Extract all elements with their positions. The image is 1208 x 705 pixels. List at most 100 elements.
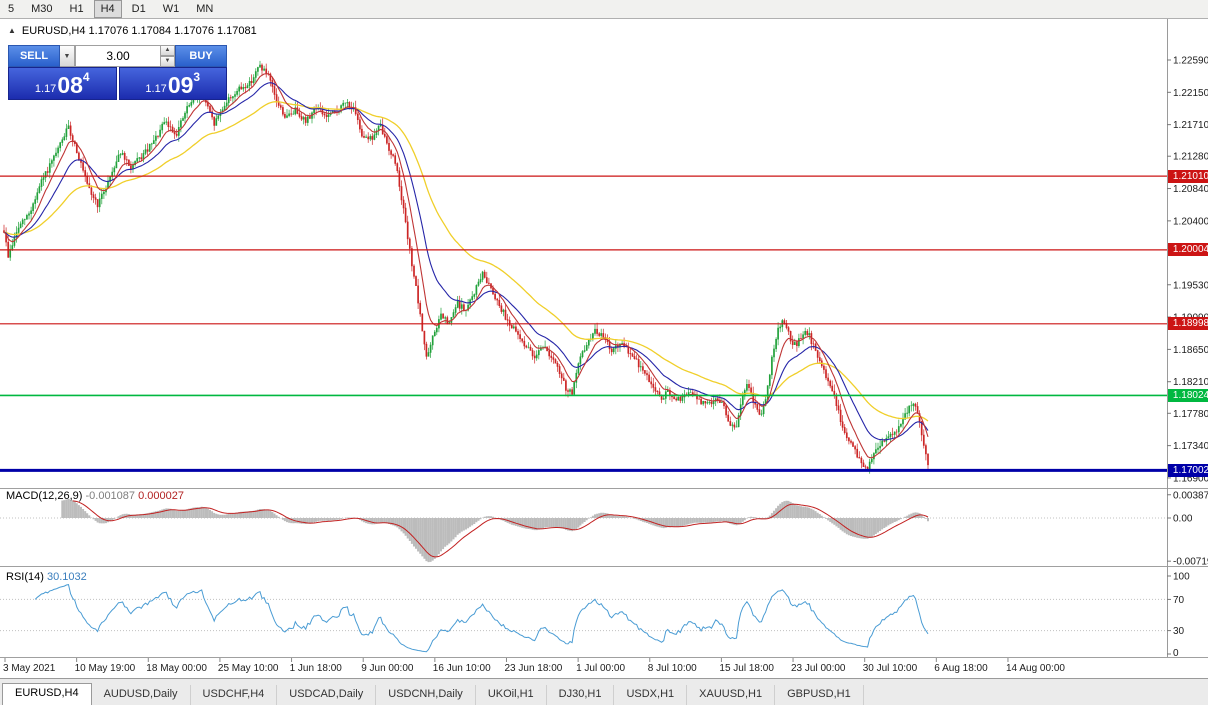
time-axis-label: 1 Jun 18:00 [290,663,343,674]
timeframe-button-5[interactable]: 5 [1,0,21,18]
macd-signal-value: 0.000027 [138,490,184,502]
timeframe-button-m30[interactable]: M30 [24,0,59,18]
time-axis-label: 1 Jul 00:00 [576,663,625,674]
one-click-top-row: SELL ▼ ▲ ▼ BUY [8,45,227,67]
chart-tab-audusd-daily[interactable]: AUDUSD,Daily [92,685,191,705]
down-candle-wicks [3,63,929,471]
volume-spinner: ▲ ▼ [160,45,175,67]
price-level-badge-1.17002: 1.17002 [1168,463,1208,477]
timeframe-button-d1[interactable]: D1 [125,0,153,18]
time-axis-label: 30 Jul 10:00 [863,663,918,674]
chart-tab-gbpusd-h1[interactable]: GBPUSD,H1 [775,685,864,705]
up-candle-wicks [9,60,914,474]
price-axis-label: 1.18650 [1173,345,1208,356]
sell-price-display[interactable]: 1.17 08 4 [8,67,117,100]
rsi-value: 30.1032 [46,571,87,583]
rsi-axis-label: 70 [1173,595,1185,606]
volume-increase-button[interactable]: ▲ [160,45,175,56]
timeframe-button-mn[interactable]: MN [189,0,220,18]
time-axis-label: 25 May 10:00 [218,663,279,674]
sell-price-pipette: 4 [82,70,90,84]
price-level-badge-1.20004: 1.20004 [1168,243,1208,257]
chart-tab-usdcad-daily[interactable]: USDCAD,Daily [277,685,377,705]
macd-histogram [61,499,929,563]
timeframe-toolbar: 5 M30 H1 H4 D1 W1 MN [0,0,1208,19]
price-level-badge-1.18024: 1.18024 [1168,388,1208,402]
sell-button[interactable]: SELL [8,45,60,67]
chart-ohlc-line: ▲ EURUSD,H4 1.17076 1.17084 1.17076 1.170… [8,25,257,37]
ma-22-line [3,82,929,441]
chart-tab-ukoil-h1[interactable]: UKOil,H1 [476,685,547,705]
sell-price-big: 08 [57,72,83,98]
macd-main-value: -0.001087 [85,490,136,502]
time-axis-label: 15 Jul 18:00 [719,663,774,674]
chart-tab-xauusd-h1[interactable]: XAUUSD,H1 [687,685,776,705]
ma-55-line [3,101,929,422]
candlestick-series [3,60,929,474]
macd-panel [61,499,929,563]
time-axis-label: 16 Jun 10:00 [433,663,491,674]
time-axis-label: 10 May 19:00 [75,663,136,674]
ma-9-line [3,73,929,459]
time-axis-label: 6 Aug 18:00 [934,663,988,674]
buy-price-display[interactable]: 1.17 09 3 [118,67,227,100]
macd-axis-label: -0.007195 [1173,557,1208,568]
chart-tab-usdx-h1[interactable]: USDX,H1 [614,685,688,705]
price-axis-label: 1.21710 [1173,120,1208,131]
timeframe-button-h1[interactable]: H1 [63,0,91,18]
volume-dropdown-button[interactable]: ▼ [60,45,75,67]
horizontal-level-lines [0,175,1167,472]
time-axis-label: 23 Jun 18:00 [505,663,563,674]
time-axis-label: 23 Jul 00:00 [791,663,846,674]
chart-tab-dj30-h1[interactable]: DJ30,H1 [547,685,615,705]
rsi-axis-label: 30 [1173,626,1185,637]
chart-window: 1.22590 1.22150 1.21710 1.21280 1.20840 1.204… [0,19,1208,678]
buy-price-big: 09 [167,72,194,98]
collapse-panel-icon[interactable]: ▲ [8,26,16,35]
price-axis-label: 1.20840 [1173,184,1208,195]
price-axis: 1.22590 1.22150 1.21710 1.21280 1.20840 1.204… [1167,19,1208,659]
volume-decrease-button[interactable]: ▼ [160,56,175,67]
up-candle-bodies [9,64,915,471]
timeframe-button-h4[interactable]: H4 [93,0,122,18]
time-axis-label: 3 May 2021 [3,663,56,674]
rsi-name: RSI(14) [6,571,44,583]
down-candle-bodies [3,64,929,471]
price-level-badge-1.18998: 1.18998 [1168,317,1208,331]
rsi-indicator-label: RSI(14) 30.1032 [6,571,87,583]
chart-tabs-bar: EURUSD,H4 AUDUSD,Daily USDCHF,H4 USDCAD,Dai… [0,678,1208,705]
time-axis: 3 May 2021 10 May 19:00 18 May 00:00 25 May… [3,658,1065,674]
rsi-axis-label: 100 [1173,572,1190,583]
chart-tab-usdchf-h4[interactable]: USDCHF,H4 [191,685,278,705]
time-axis-label: 8 Jul 10:00 [648,663,697,674]
buy-price-prefix: 1.17 [145,83,167,95]
panel-guide-lines [0,488,1208,658]
price-axis-label: 1.21280 [1173,152,1208,163]
price-axis-label: 1.19530 [1173,280,1208,291]
price-axis-label: 1.22150 [1173,88,1208,99]
macd-indicator-label: MACD(12,26,9) -0.001087 0.000027 [6,490,184,502]
moving-average-lines [3,73,929,459]
buy-button[interactable]: BUY [175,45,227,67]
price-axis-label: 1.17340 [1173,441,1208,452]
price-axis-label: 1.20400 [1173,216,1208,227]
macd-axis-label: 0.003873 [1173,490,1208,501]
time-axis-label: 14 Aug 00:00 [1006,663,1065,674]
rsi-line [34,584,929,653]
time-axis-label: 9 Jun 00:00 [361,663,414,674]
buy-price-pipette: 3 [193,70,201,84]
price-axis-label: 1.16900 [1173,473,1208,484]
chart-canvas[interactable]: 1.22590 1.22150 1.21710 1.21280 1.20840 1.204… [0,19,1208,678]
chart-tab-eurusd-h4[interactable]: EURUSD,H4 [2,683,92,705]
rsi-axis-label: 0 [1173,648,1179,659]
macd-signal-line [72,500,929,558]
chart-tab-usdcnh-daily[interactable]: USDCNH,Daily [376,685,476,705]
macd-name: MACD(12,26,9) [6,490,83,502]
price-level-badge-1.21010: 1.21010 [1168,169,1208,183]
volume-input[interactable] [75,45,160,67]
one-click-price-row: 1.17 08 4 1.17 09 3 [8,67,227,100]
price-axis-label: 1.18210 [1173,377,1208,388]
sell-price-prefix: 1.17 [34,83,57,95]
timeframe-button-w1[interactable]: W1 [156,0,187,18]
